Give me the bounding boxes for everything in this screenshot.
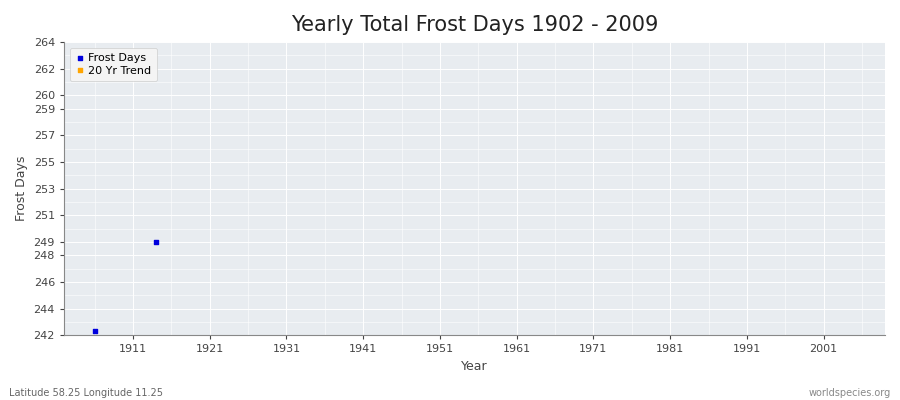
Text: Latitude 58.25 Longitude 11.25: Latitude 58.25 Longitude 11.25: [9, 388, 163, 398]
Frost Days: [148, 239, 163, 245]
Frost Days: [87, 328, 102, 335]
Y-axis label: Frost Days: Frost Days: [15, 156, 28, 222]
X-axis label: Year: Year: [461, 360, 488, 373]
Legend: Frost Days, 20 Yr Trend: Frost Days, 20 Yr Trend: [69, 48, 158, 81]
Title: Yearly Total Frost Days 1902 - 2009: Yearly Total Frost Days 1902 - 2009: [291, 15, 658, 35]
Text: worldspecies.org: worldspecies.org: [809, 388, 891, 398]
